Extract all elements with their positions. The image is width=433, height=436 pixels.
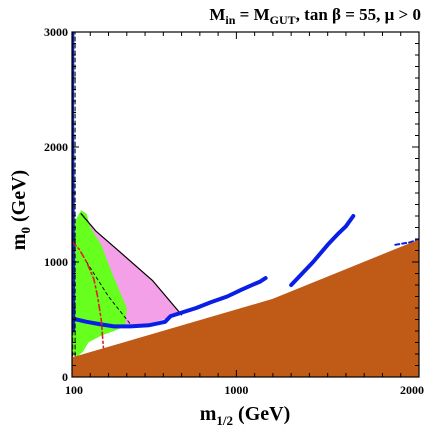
- plot-area: [72, 32, 419, 377]
- x-tick-label: 2000: [400, 383, 424, 397]
- y-tick-label: 3000: [44, 25, 68, 39]
- y-tick-label: 1000: [44, 255, 68, 269]
- x-tick-label: 1000: [224, 383, 248, 397]
- x-tick-label: 100: [65, 383, 83, 397]
- brown-region: [72, 240, 419, 377]
- black-dashed-diagonal: [86, 261, 131, 325]
- chart-title: Min = MGUT, tan β = 55, μ > 0: [209, 5, 421, 27]
- blue-strip-right: [394, 238, 419, 246]
- plot-frame: [71, 31, 420, 378]
- x-axis-label: m1/2 (GeV): [200, 403, 291, 428]
- y-tick-label: 2000: [44, 140, 68, 154]
- y-axis-label: m0 (GeV): [8, 170, 33, 250]
- blue-strip-main: [72, 276, 268, 329]
- y-tick-label: 0: [62, 370, 68, 384]
- black-boundary-line: [80, 213, 183, 316]
- blue-strip-upper: [289, 214, 356, 287]
- red-dashdot-curve: [72, 240, 105, 355]
